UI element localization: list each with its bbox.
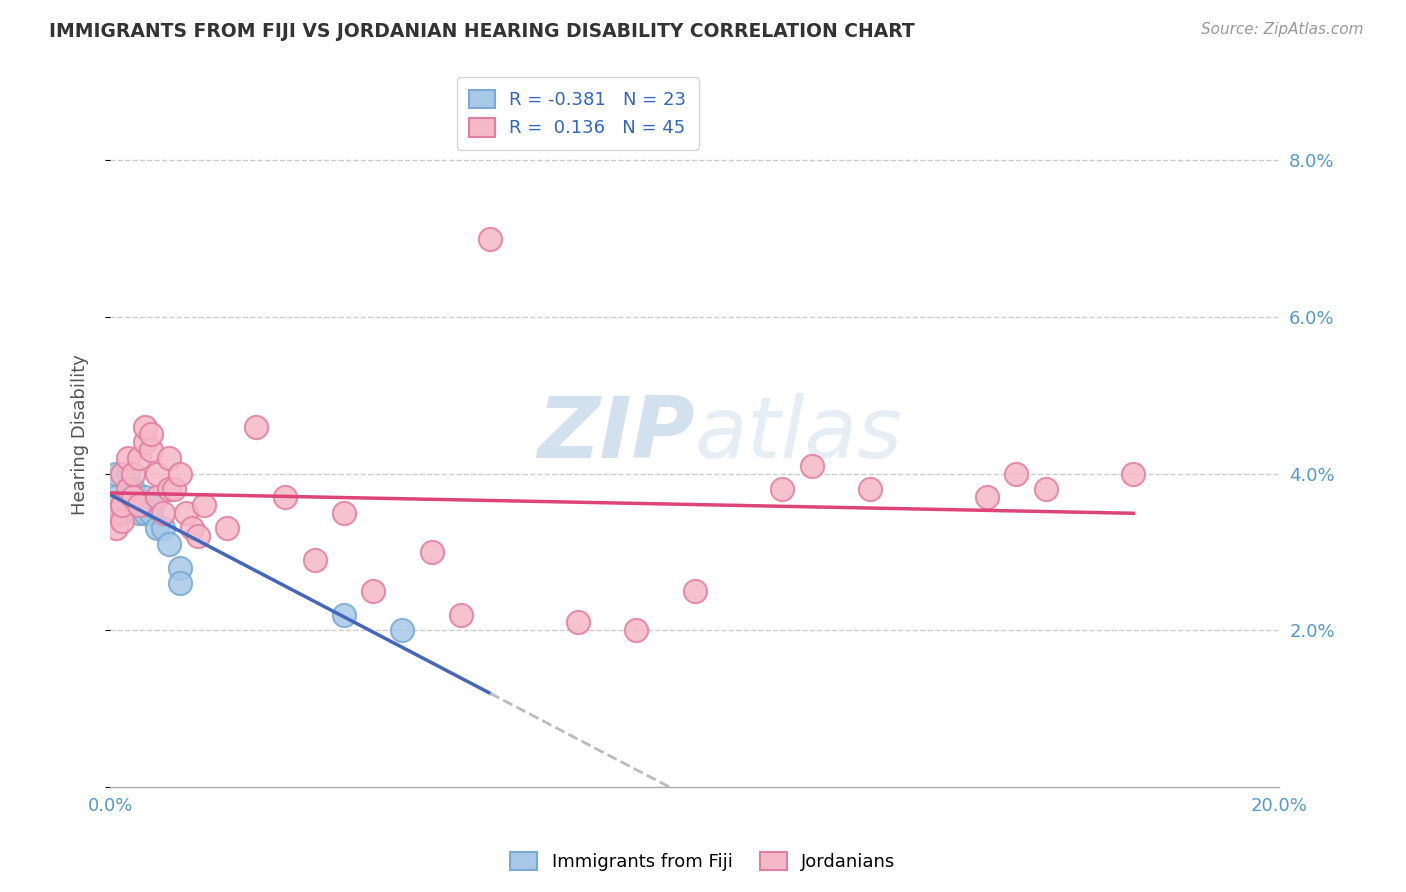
Point bbox=[122, 490, 145, 504]
Text: IMMIGRANTS FROM FIJI VS JORDANIAN HEARING DISABILITY CORRELATION CHART: IMMIGRANTS FROM FIJI VS JORDANIAN HEARIN… bbox=[49, 22, 915, 41]
Text: ZIP: ZIP bbox=[537, 393, 695, 476]
Point bbox=[139, 498, 162, 512]
Point bbox=[111, 498, 134, 512]
Point bbox=[134, 498, 156, 512]
Point bbox=[274, 490, 297, 504]
Point bbox=[181, 521, 204, 535]
Point bbox=[111, 514, 134, 528]
Text: atlas: atlas bbox=[695, 393, 903, 476]
Point bbox=[169, 560, 191, 574]
Point bbox=[122, 467, 145, 481]
Point bbox=[450, 607, 472, 622]
Point bbox=[567, 615, 589, 630]
Point bbox=[117, 490, 139, 504]
Point bbox=[139, 443, 162, 458]
Point bbox=[187, 529, 209, 543]
Point bbox=[626, 624, 648, 638]
Point bbox=[134, 506, 156, 520]
Point bbox=[800, 458, 823, 473]
Point bbox=[163, 483, 186, 497]
Point bbox=[304, 553, 326, 567]
Point bbox=[157, 483, 180, 497]
Point bbox=[117, 450, 139, 465]
Point bbox=[117, 498, 139, 512]
Legend: Immigrants from Fiji, Jordanians: Immigrants from Fiji, Jordanians bbox=[503, 845, 903, 879]
Point bbox=[128, 450, 150, 465]
Point bbox=[122, 483, 145, 497]
Point bbox=[361, 584, 384, 599]
Point bbox=[215, 521, 238, 535]
Point bbox=[104, 506, 127, 520]
Point bbox=[333, 607, 356, 622]
Point bbox=[128, 498, 150, 512]
Point bbox=[122, 498, 145, 512]
Text: Source: ZipAtlas.com: Source: ZipAtlas.com bbox=[1201, 22, 1364, 37]
Point bbox=[139, 506, 162, 520]
Point bbox=[1005, 467, 1028, 481]
Point bbox=[134, 419, 156, 434]
Point bbox=[104, 467, 127, 481]
Point bbox=[152, 521, 174, 535]
Point bbox=[169, 576, 191, 591]
Point bbox=[174, 506, 197, 520]
Point bbox=[134, 490, 156, 504]
Point bbox=[1035, 483, 1057, 497]
Point bbox=[169, 467, 191, 481]
Point bbox=[157, 450, 180, 465]
Point bbox=[976, 490, 998, 504]
Point bbox=[117, 467, 139, 481]
Point bbox=[772, 483, 794, 497]
Point bbox=[111, 506, 134, 520]
Point bbox=[128, 506, 150, 520]
Point bbox=[111, 498, 134, 512]
Point bbox=[1122, 467, 1144, 481]
Y-axis label: Hearing Disability: Hearing Disability bbox=[72, 354, 89, 515]
Point bbox=[146, 490, 169, 504]
Point bbox=[146, 521, 169, 535]
Point bbox=[245, 419, 267, 434]
Point bbox=[333, 506, 356, 520]
Point bbox=[193, 498, 215, 512]
Point bbox=[111, 467, 134, 481]
Legend: R = -0.381   N = 23, R =  0.136   N = 45: R = -0.381 N = 23, R = 0.136 N = 45 bbox=[457, 77, 699, 150]
Point bbox=[157, 537, 180, 551]
Point bbox=[117, 483, 139, 497]
Point bbox=[104, 521, 127, 535]
Point bbox=[479, 232, 502, 246]
Point bbox=[859, 483, 882, 497]
Point bbox=[134, 435, 156, 450]
Point bbox=[146, 467, 169, 481]
Point bbox=[128, 498, 150, 512]
Point bbox=[152, 506, 174, 520]
Point bbox=[683, 584, 706, 599]
Point bbox=[139, 427, 162, 442]
Point bbox=[420, 545, 443, 559]
Point bbox=[391, 624, 413, 638]
Point bbox=[104, 490, 127, 504]
